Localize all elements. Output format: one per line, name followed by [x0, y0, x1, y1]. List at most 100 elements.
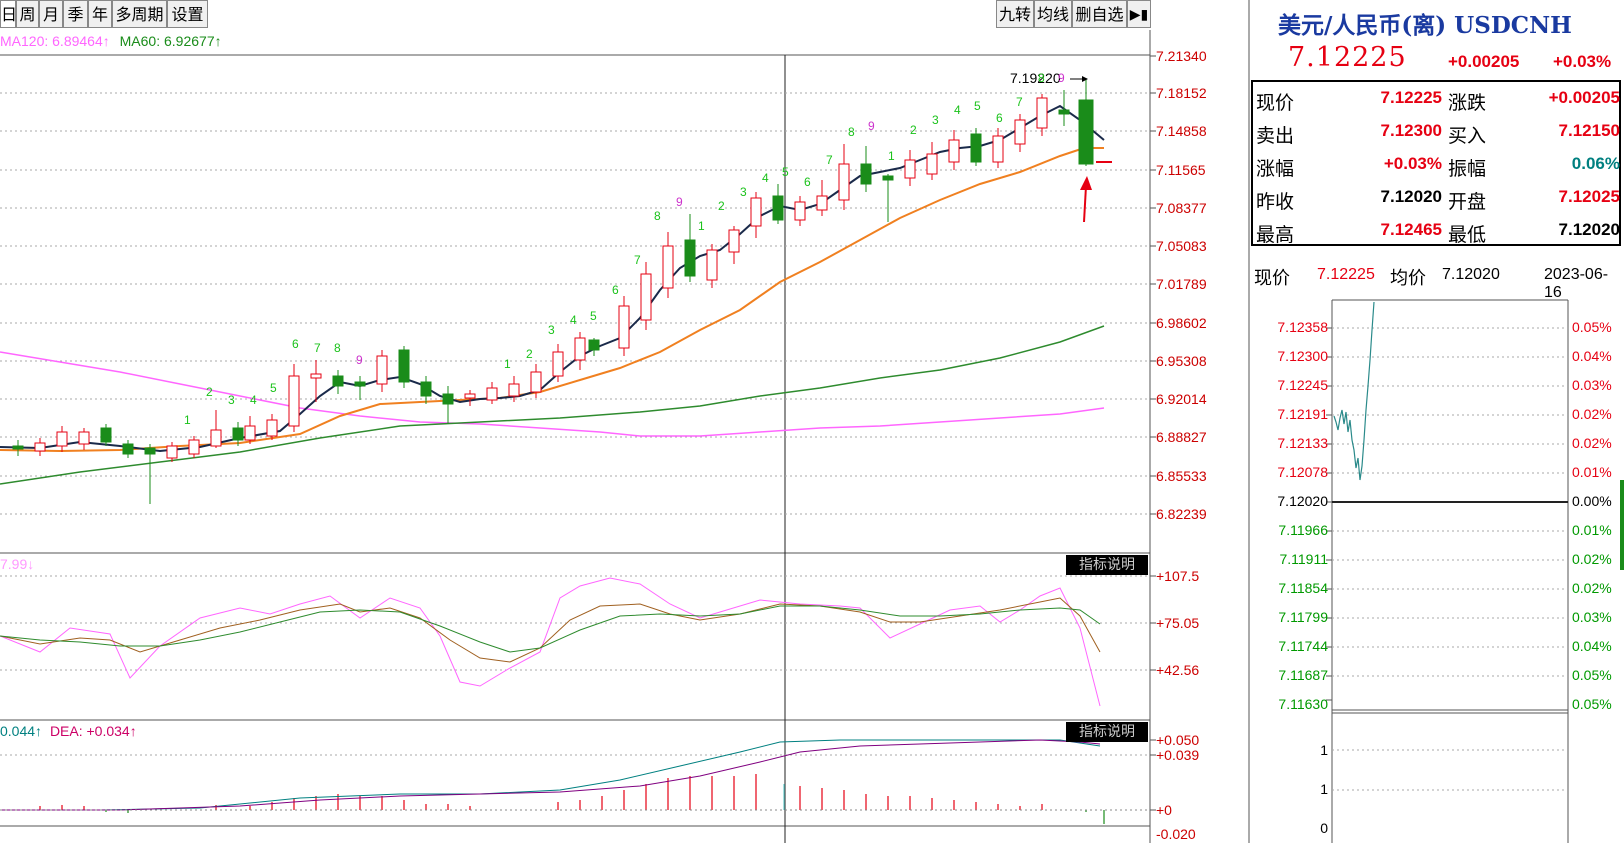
svg-text:4: 4: [250, 393, 257, 407]
intraday-chart[interactable]: [1252, 290, 1624, 843]
max-price-label: 7.19220: [1010, 70, 1061, 86]
quote-row: 涨幅 +0.03% 振幅 0.06%: [1252, 148, 1622, 180]
svg-text:7: 7: [826, 153, 833, 167]
ma-button[interactable]: 均线: [1034, 0, 1072, 28]
price-tick: 6.92014: [1156, 391, 1207, 407]
volume-tick: 0: [1320, 820, 1328, 836]
svg-text:7: 7: [314, 341, 321, 355]
ma-legend: MA120: 6.89464↑ MA60: 6.92677↑: [0, 33, 222, 49]
indicator1-j-line: [0, 577, 1101, 707]
svg-text:3: 3: [740, 185, 747, 199]
price-tick: 7.21340: [1156, 48, 1207, 64]
intraday-left-tick: 7.12245: [1277, 377, 1328, 393]
quote-label: 开盘: [1448, 191, 1487, 213]
quote-row: 最高 7.12465 最低 7.12020: [1252, 214, 1622, 246]
candlestick-chart[interactable]: 7.19220 1 2 3 4 5 6 7 8 9 1 2 3 4 5 6 7 …: [0, 0, 1252, 843]
svg-text:7: 7: [1016, 95, 1023, 109]
nine-turn-labels: 1 2 3 4 5 6 7 8 9 1 2 3 4 5 6 7 8 9 1 2 …: [184, 71, 1065, 427]
quote-label: 涨幅: [1256, 158, 1295, 180]
svg-text:6: 6: [804, 175, 811, 189]
macd-dea-legend: DEA: +0.034↑: [49, 723, 137, 739]
intraday-left-tick: 7.11799: [1278, 609, 1328, 625]
ma60-legend: MA60: 6.92677↑: [119, 33, 222, 49]
svg-text:7: 7: [634, 253, 641, 267]
multi-period-button[interactable]: 多周期: [112, 0, 167, 28]
svg-text:2: 2: [206, 385, 213, 399]
svg-text:4: 4: [762, 171, 769, 185]
svg-text:1: 1: [888, 149, 895, 163]
intraday-right-tick: 0.05%: [1572, 667, 1612, 683]
intraday-left-tick: 7.11744: [1278, 638, 1328, 654]
svg-text:5: 5: [270, 381, 277, 395]
quote-value: 7.12300: [1380, 121, 1442, 140]
svg-text:1: 1: [698, 219, 705, 233]
intraday-left-tick: 7.12020: [1277, 493, 1328, 509]
svg-text:9: 9: [1058, 71, 1065, 85]
svg-text:6: 6: [612, 283, 619, 297]
period-year-button[interactable]: 年: [88, 0, 112, 28]
candles: [12, 78, 1112, 504]
quote-label: 卖出: [1256, 125, 1295, 147]
svg-text:9: 9: [356, 353, 363, 367]
svg-text:5: 5: [974, 99, 981, 113]
nine-turn-button[interactable]: 九转: [996, 0, 1034, 28]
settings-button[interactable]: 设置: [167, 0, 208, 28]
indicator1-tick: +75.05: [1156, 615, 1200, 631]
quote-value: 7.12020: [1380, 187, 1442, 206]
period-month-button[interactable]: 月: [39, 0, 63, 28]
quote-label: 振幅: [1448, 158, 1487, 180]
quote-value: +0.00205: [1548, 88, 1620, 107]
indicator1-legend: 7.99↓: [0, 556, 35, 572]
intraday-right-tick: 0.03%: [1572, 377, 1612, 393]
svg-text:5: 5: [782, 165, 789, 179]
price-tick: 6.95308: [1156, 353, 1207, 369]
quote-row: 现价 7.12225 涨跌 +0.00205: [1252, 82, 1622, 114]
intraday-left-tick: 7.11854: [1278, 580, 1328, 596]
intraday-left-tick: 7.11630: [1278, 696, 1328, 712]
svg-text:3: 3: [228, 393, 235, 407]
quote-label: 现价: [1256, 92, 1295, 114]
svg-text:2: 2: [526, 347, 533, 361]
svg-text:8: 8: [848, 125, 855, 139]
quote-change: +0.00205: [1448, 52, 1520, 71]
quote-value: 0.06%: [1571, 154, 1620, 173]
intraday-right-tick: 0.02%: [1572, 406, 1612, 422]
remove-favorite-button[interactable]: 删自选: [1072, 0, 1127, 28]
indicator1-help-button[interactable]: 指标说明: [1066, 555, 1148, 575]
intraday-right-tick: 0.05%: [1572, 696, 1612, 712]
svg-text:6: 6: [292, 337, 299, 351]
quote-label: 昨收: [1256, 191, 1295, 213]
volume-tick: 1: [1320, 781, 1328, 797]
svg-text:1: 1: [184, 413, 191, 427]
price-tick: 6.88827: [1156, 429, 1207, 445]
price-tick: 6.82239: [1156, 506, 1207, 522]
intraday-avg-label: 均价: [1390, 268, 1426, 289]
period-quarter-button[interactable]: 季: [63, 0, 88, 28]
ma60-line: [0, 325, 1105, 485]
macd-legend: 0.044↑ DEA: +0.034↑: [0, 723, 137, 739]
quote-title: 美元/人民币(离) USDCNH: [1278, 12, 1572, 39]
ma10-line: [0, 147, 1104, 453]
price-tick: 7.01789: [1156, 276, 1207, 292]
intraday-price: 7.12225: [1317, 266, 1375, 283]
indicator1-d-line: [0, 605, 1101, 653]
intraday-left-tick: 7.11687: [1278, 667, 1328, 683]
macd-tick: +0: [1156, 802, 1172, 818]
price-tick: 7.08377: [1156, 200, 1207, 216]
intraday-left-tick: 7.12133: [1277, 435, 1328, 451]
main-grid: [0, 92, 1150, 811]
quote-value: 7.12025: [1558, 187, 1620, 206]
intraday-price-label: 现价: [1254, 268, 1290, 289]
indicator1-tick: +42.56: [1156, 662, 1200, 678]
quote-value: +0.03%: [1383, 154, 1442, 173]
period-week-button[interactable]: 周: [16, 0, 39, 28]
svg-text:3: 3: [548, 323, 555, 337]
quote-label: 买入: [1448, 125, 1487, 147]
indicator2-help-button[interactable]: 指标说明: [1066, 722, 1148, 742]
intraday-left-tick: 7.11966: [1278, 522, 1328, 538]
period-day-button[interactable]: 日: [0, 0, 17, 28]
intraday-price-line: [1333, 301, 1375, 481]
panel-collapse-icon[interactable]: ▶▮: [1127, 0, 1151, 28]
macd-tick: +0.050: [1156, 732, 1200, 748]
intraday-right-tick: 0.01%: [1572, 464, 1612, 480]
